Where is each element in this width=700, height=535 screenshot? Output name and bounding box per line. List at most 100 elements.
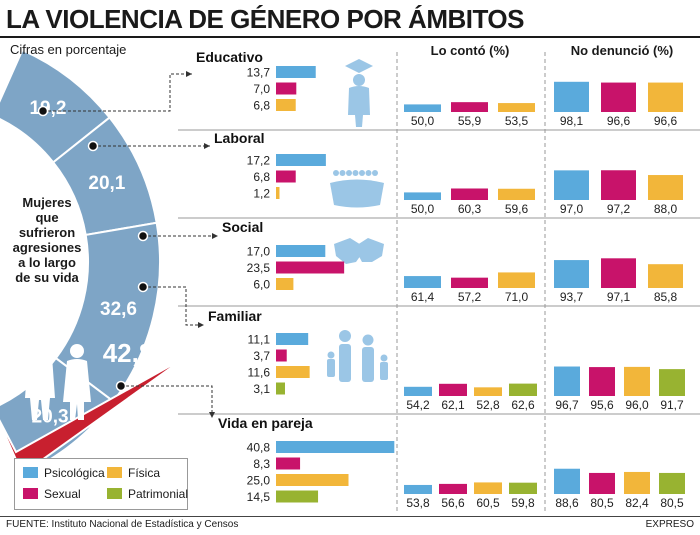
- source-note: FUENTE: Instituto Nacional de Estadístic…: [6, 519, 239, 530]
- lo-conto-bar-familiar-patrimonial: [509, 383, 537, 396]
- worker-head: [352, 170, 359, 176]
- lo-conto-bar-familiar-fisica: [474, 387, 502, 396]
- prevalence-label-social-fisica: 6,0: [253, 278, 270, 292]
- credit: EXPRESO: [645, 519, 694, 530]
- connector-arrow-3: [212, 233, 218, 239]
- no-denuncio-bar-laboral-fisica: [648, 175, 683, 200]
- graduate-cap: [345, 59, 373, 73]
- connector-dot-3: [137, 230, 149, 242]
- prevalence-bar-familiar-sexual: [276, 349, 287, 362]
- couple-head-1: [32, 337, 48, 353]
- prevalence-bar-laboral-fisica: [276, 187, 280, 199]
- lo-conto-label-familiar-fisica: 52,8: [476, 398, 500, 412]
- couple-body-2: [63, 359, 91, 420]
- no-denuncio-bar-familiar-fisica: [624, 366, 650, 396]
- ambito-laboral: Laboral 17,2 6,8 1,2 50,0 60,3 59,6 97,0 97,2 88,…: [214, 130, 683, 216]
- no-denuncio-bar-educativo-psicologica: [554, 81, 589, 112]
- no-denuncio-bar-familiar-patrimonial: [659, 369, 685, 396]
- prevalence-bar-familiar-fisica: [276, 366, 310, 378]
- no-denuncio-bar-familiar-sexual: [589, 367, 615, 396]
- column-header-lo-conto: Lo contó (%): [430, 43, 510, 58]
- lo-conto-label-social-fisica: 71,0: [505, 290, 529, 304]
- prevalence-label-familiar-fisica: 11,6: [248, 366, 271, 380]
- prevalence-bar-educativo-psicologica: [276, 66, 316, 78]
- lo-conto-label-educativo-fisica: 53,5: [505, 114, 529, 128]
- no-denuncio-bar-vida-en-pareja-psicologica: [554, 468, 580, 494]
- ambito-label-educativo: Educativo: [196, 49, 263, 65]
- legend-label: Sexual: [44, 487, 81, 501]
- no-denuncio-label-laboral-psicologica: 97,0: [560, 202, 584, 216]
- lo-conto-bar-laboral-sexual: [451, 188, 488, 200]
- handshake-icon: [334, 238, 384, 264]
- no-denuncio-bar-social-fisica: [648, 264, 683, 288]
- no-denuncio-label-familiar-patrimonial: 91,7: [660, 398, 684, 412]
- no-denuncio-label-vida-en-pareja-psicologica: 88,6: [555, 496, 579, 510]
- prevalence-bar-vida-en-pareja-sexual: [276, 457, 301, 470]
- subtitle: Cifras en porcentaje: [10, 42, 127, 57]
- connector-vida-en-pareja: [121, 385, 213, 416]
- lo-conto-label-familiar-sexual: 62,1: [441, 398, 465, 412]
- ring-value-social: 32,6: [100, 299, 137, 320]
- prevalence-label-laboral-psicologica: 17,2: [247, 154, 271, 168]
- no-denuncio-label-social-psicologica: 93,7: [560, 290, 584, 304]
- lo-conto-label-familiar-patrimonial: 62,6: [511, 398, 535, 412]
- prevalence-bar-social-fisica: [276, 278, 294, 290]
- lo-conto-label-laboral-fisica: 59,6: [505, 202, 529, 216]
- legend-swatch: [107, 488, 122, 499]
- prevalence-label-educativo-sexual: 7,0: [253, 82, 270, 96]
- ring-segment-vida-en-pareja: [0, 356, 187, 476]
- lo-conto-label-social-psicologica: 61,4: [411, 290, 435, 304]
- lo-conto-bar-social-sexual: [451, 277, 488, 288]
- no-denuncio-label-laboral-sexual: 97,2: [607, 202, 631, 216]
- no-denuncio-label-social-sexual: 97,1: [607, 290, 631, 304]
- no-denuncio-label-vida-en-pareja-patrimonial: 80,5: [660, 496, 684, 510]
- no-denuncio-bar-social-sexual: [601, 258, 636, 288]
- no-denuncio-label-educativo-psicologica: 98,1: [560, 114, 584, 128]
- connector-dot-5: [115, 380, 127, 392]
- lo-conto-label-vida-en-pareja-patrimonial: 59,8: [511, 496, 535, 510]
- prevalence-label-educativo-psicologica: 13,7: [247, 66, 271, 80]
- ring-value-familiar: 20,3: [32, 406, 69, 427]
- prevalence-label-vida-en-pareja-sexual: 8,3: [253, 457, 270, 471]
- no-denuncio-label-educativo-sexual: 96,6: [607, 114, 631, 128]
- prevalence-label-vida-en-pareja-psicologica: 40,8: [247, 441, 271, 455]
- worker-head: [365, 170, 372, 176]
- prevalence-bar-familiar-psicologica: [276, 333, 309, 345]
- connector-dot-4: [137, 281, 149, 293]
- no-denuncio-label-laboral-fisica: 88,0: [654, 202, 678, 216]
- lo-conto-label-educativo-psicologica: 50,0: [411, 114, 435, 128]
- lo-conto-bar-vida-en-pareja-fisica: [474, 482, 502, 494]
- no-denuncio-bar-laboral-psicologica: [554, 170, 589, 200]
- no-denuncio-label-familiar-psicologica: 96,7: [555, 398, 579, 412]
- worker-head: [372, 170, 378, 176]
- graduate-icon: [345, 59, 373, 127]
- prevalence-bar-educativo-sexual: [276, 82, 297, 95]
- family-body: [339, 344, 351, 382]
- prevalence-bar-vida-en-pareja-patrimonial: [276, 490, 319, 503]
- no-denuncio-label-vida-en-pareja-sexual: 80,5: [590, 496, 614, 510]
- legend-item-sexual: Sexual: [23, 487, 81, 501]
- family-head: [339, 330, 351, 342]
- legend-swatch: [23, 467, 38, 478]
- prevalence-label-familiar-patrimonial: 3,1: [253, 382, 270, 396]
- legend-swatch: [107, 467, 122, 478]
- column-header-no-denuncio: No denunció (%): [570, 43, 674, 58]
- family-child-body: [327, 359, 335, 377]
- prevalence-label-social-psicologica: 17,0: [247, 245, 271, 259]
- lo-conto-bar-familiar-psicologica: [404, 386, 432, 396]
- lo-conto-bar-laboral-fisica: [498, 188, 535, 200]
- lo-conto-bar-social-fisica: [498, 272, 535, 288]
- prevalence-bar-vida-en-pareja-fisica: [276, 474, 349, 486]
- ambito-label-social: Social: [222, 219, 263, 235]
- prevalence-label-laboral-fisica: 1,2: [253, 187, 270, 201]
- lo-conto-label-laboral-sexual: 60,3: [458, 202, 482, 216]
- lo-conto-bar-vida-en-pareja-sexual: [439, 483, 467, 494]
- ring-value-educativo: 19,2: [29, 98, 66, 119]
- prevalence-label-social-sexual: 23,5: [247, 261, 271, 275]
- no-denuncio-bar-social-psicologica: [554, 260, 589, 288]
- ring-value-vida-en-pareja: 42,8: [103, 338, 154, 368]
- no-denuncio-bar-laboral-sexual: [601, 170, 636, 200]
- family-icon: [327, 330, 388, 382]
- lo-conto-bar-vida-en-pareja-patrimonial: [509, 482, 537, 494]
- legend: Psicológica Física Sexual Patrimonial: [14, 458, 188, 510]
